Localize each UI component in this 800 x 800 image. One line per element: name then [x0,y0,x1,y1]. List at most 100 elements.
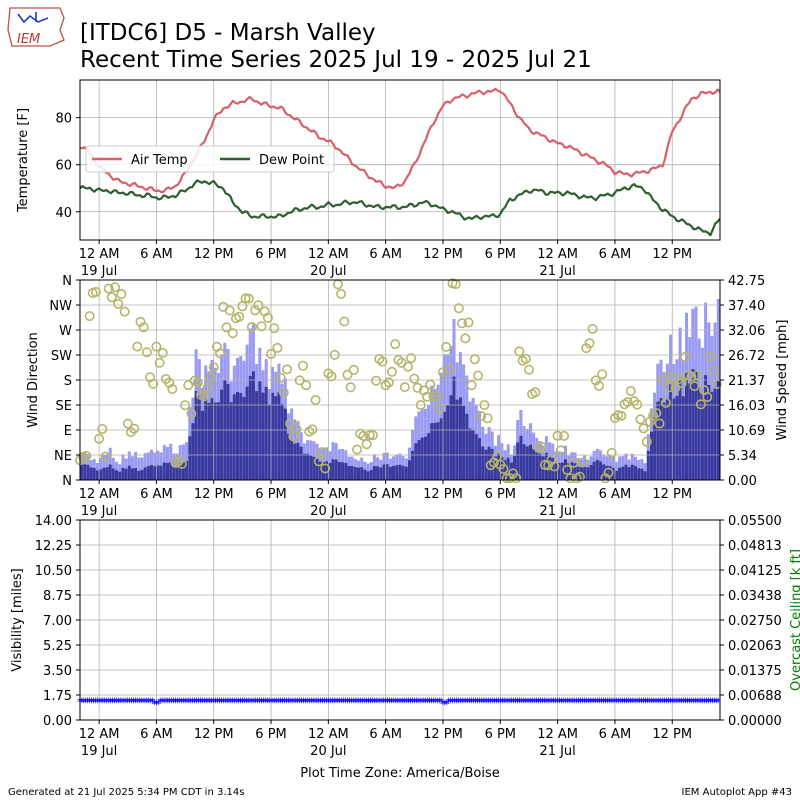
visibility-marker: * [402,695,408,709]
x-tick-label: 6 PM [485,247,516,262]
visibility-marker: * [620,695,626,709]
x-tick-label: 6 AM [369,487,402,502]
visibility-marker: * [339,695,345,709]
wind-direction-marker [208,362,219,373]
wind-speed-bar [201,410,205,480]
visibility-marker: * [685,695,691,709]
generated-footer: Generated at 21 Jul 2025 5:34 PM CDT in … [8,787,244,798]
wind-speed-bar [439,418,443,480]
wind-speed-bar [646,450,650,480]
wind-gust-bar [185,442,189,480]
visibility-marker: * [228,695,234,709]
visibility-marker: * [492,695,498,709]
visibility-marker: * [140,695,146,709]
wind-speed-tick-label: 26.72 [728,349,765,364]
wind-direction-marker [262,312,273,323]
wind-direction-marker [409,373,420,384]
wind-direction-marker [536,441,547,452]
wind-direction-marker [383,377,394,388]
visibility-marker: * [362,695,368,709]
x-tick-label: 12 AM [537,487,578,502]
x-tick-label: 12 AM [308,247,349,262]
wind-speed-bar [95,470,99,480]
visibility-marker: * [201,695,207,709]
visibility-marker: * [329,695,335,709]
visibility-marker: * [178,695,184,709]
wind-direction-marker [110,282,121,293]
wind-direction-marker [100,451,111,462]
wind-direction-ylabel: Wind Direction [26,332,41,428]
temperature-ytick-label: 40 [55,206,72,221]
wind-direction-marker [269,323,280,334]
wind-direction-marker [453,303,464,314]
visibility-marker: * [530,695,536,709]
visibility-marker: * [417,695,423,709]
wind-speed-bar [191,423,195,480]
visibility-marker: * [604,695,610,709]
wind-speed-bar [420,437,424,480]
visibility-tick-label: 5.25 [43,639,72,654]
visibility-marker: * [171,695,177,709]
wind-direction-tick-label: S [64,374,72,389]
visibility-marker: * [432,695,438,709]
visibility-marker: * [545,695,551,709]
visibility-marker: * [461,695,467,709]
visibility-marker: * [524,695,530,709]
x-date-label: 21 Jul [539,744,575,759]
wind-speed-bar [236,392,240,480]
wind-direction-marker [281,364,292,375]
wind-speed-bar [560,462,564,480]
wind-speed-bar [579,467,583,480]
visibility-marker: * [606,695,612,709]
wind-direction-marker [635,414,646,425]
visibility-marker: * [266,695,272,709]
wind-direction-marker [549,461,560,472]
wind-speed-bar [691,369,695,480]
wind-speed-bar [411,450,415,480]
visibility-marker: * [157,695,163,709]
visibility-marker: * [320,695,326,709]
wind-direction-marker [514,346,525,357]
visibility-marker: * [119,695,125,709]
visibility-marker: * [409,695,415,709]
visibility-marker: * [413,695,419,709]
x-date-label: 20 Jul [310,264,346,279]
visibility-marker: * [534,695,540,709]
wind-speed-bar [532,449,536,480]
wind-speed-bar [688,383,692,480]
wind-speed-bar [662,402,666,480]
visibility-marker: * [377,695,383,709]
wind-speed-bar [694,370,698,480]
wind-speed-bar [519,435,523,480]
wind-speed-bar [108,464,112,480]
wind-speed-bar [398,464,402,480]
wind-direction-marker [151,341,162,352]
visibility-marker: * [618,695,624,709]
visibility-marker: * [260,695,266,709]
wind-speed-bar [427,433,431,480]
temperature-ytick-label: 80 [55,112,72,127]
wind-direction-marker [116,289,127,300]
visibility-marker: * [488,695,494,709]
wind-speed-tick-label: 16.03 [728,399,765,414]
visibility-marker: * [224,695,230,709]
wind-speed-bar [166,462,170,480]
visibility-tick-label: 7.00 [43,614,72,629]
visibility-marker: * [709,695,715,709]
wind-direction-marker [250,305,261,316]
visibility-marker: * [451,695,457,709]
wind-speed-bar [478,438,482,480]
visibility-marker: * [343,695,349,709]
wind-direction-marker [332,279,343,290]
visibility-marker: * [471,695,477,709]
visibility-marker: * [516,695,522,709]
visibility-marker: * [106,695,112,709]
visibility-marker: * [453,695,459,709]
wind-direction-marker [265,348,276,359]
visibility-marker: * [688,695,694,709]
wind-speed-bar [544,452,548,480]
visibility-marker: * [117,695,123,709]
visibility-marker: * [247,695,253,709]
visibility-marker: * [631,695,637,709]
wind-direction-marker [297,360,308,371]
